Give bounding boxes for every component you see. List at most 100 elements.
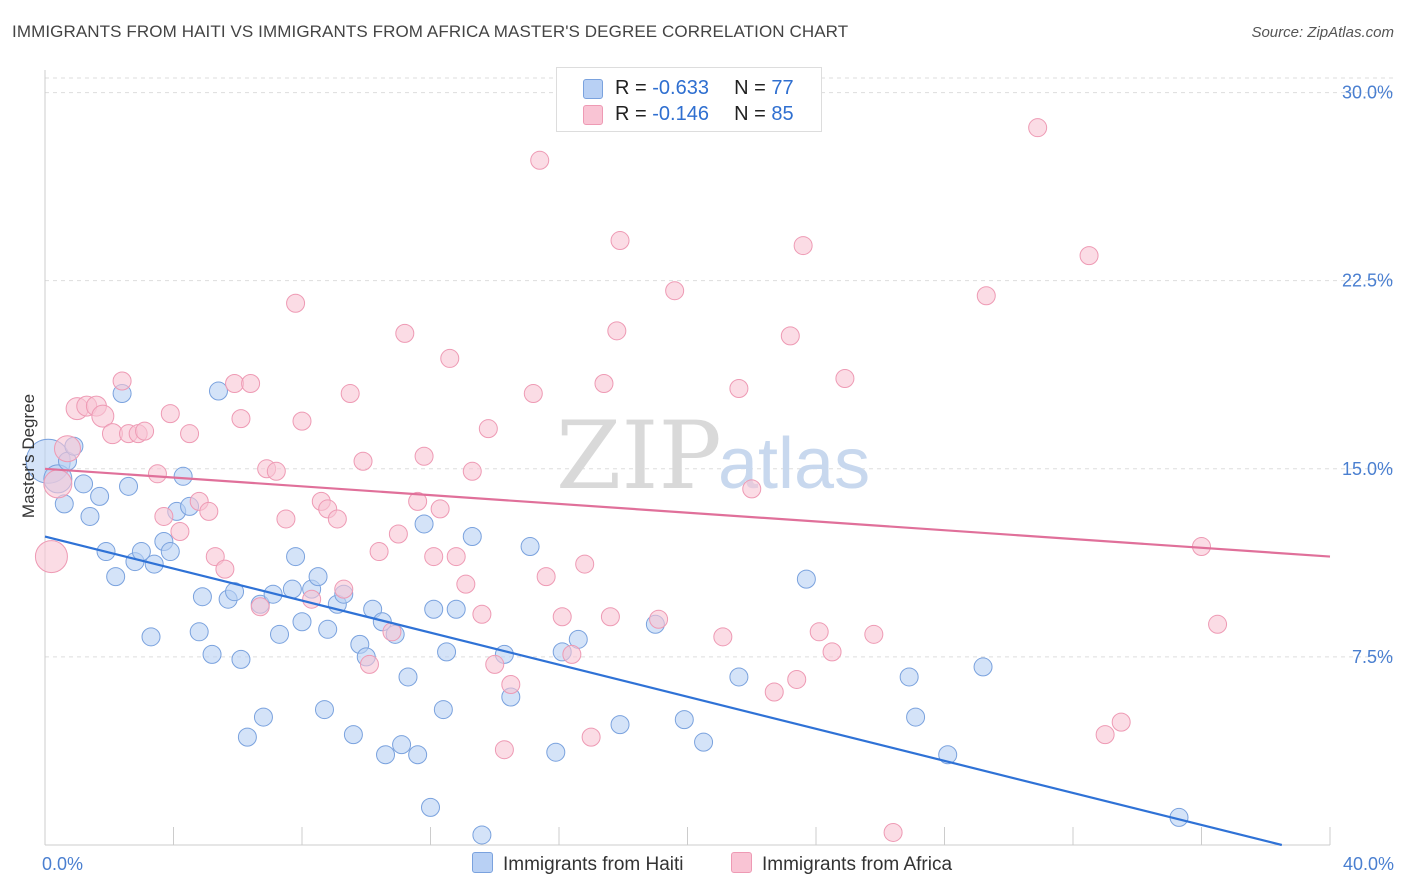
haiti-point-58 <box>462 527 482 547</box>
africa-n-value: 85 <box>771 103 794 125</box>
haiti-n-value: 77 <box>771 77 794 99</box>
haiti-point-56 <box>437 642 457 662</box>
africa-point-28 <box>286 293 306 313</box>
africa-point-58 <box>552 607 572 627</box>
africa-point-83 <box>1095 725 1115 745</box>
africa-point-24 <box>250 597 270 617</box>
y-tick-label-0: 7.5% <box>1352 647 1393 667</box>
africa-point-54 <box>501 674 521 694</box>
africa-r-value: -0.146 <box>652 103 709 125</box>
haiti-point-68 <box>674 710 694 730</box>
haiti-swatch <box>583 79 603 99</box>
africa-point-36 <box>353 451 373 471</box>
haiti-point-24 <box>208 381 228 401</box>
haiti-point-66 <box>610 715 630 735</box>
source-label: Source: ZipAtlas.com <box>1251 24 1394 41</box>
africa-point-26 <box>266 461 286 481</box>
africa-point-45 <box>430 499 450 519</box>
axes <box>44 70 1331 846</box>
africa-point-18 <box>199 501 219 521</box>
haiti-legend-swatch <box>472 852 493 873</box>
haiti-r-value: -0.633 <box>652 77 709 99</box>
africa-point-46 <box>440 348 460 368</box>
africa-point-34 <box>334 579 354 599</box>
africa-point-67 <box>665 281 685 301</box>
haiti-point-19 <box>173 466 193 486</box>
africa-point-73 <box>787 669 807 689</box>
trend-lines <box>44 467 1331 847</box>
haiti-point-17 <box>160 542 180 562</box>
africa-point-2 <box>53 435 81 463</box>
haiti-point-54 <box>421 797 440 817</box>
haiti-point-59 <box>472 825 492 845</box>
africa-point-37 <box>359 654 379 674</box>
africa-point-76 <box>822 642 842 662</box>
watermark: ZIP atlas <box>556 402 870 511</box>
haiti-point-9 <box>106 567 126 587</box>
africa-point-15 <box>170 521 190 541</box>
y-tick-label-2: 22.5% <box>1342 271 1393 291</box>
africa-point-38 <box>369 542 389 562</box>
africa-point-62 <box>594 374 614 394</box>
y-tick-labels: 7.5% 15.0% 22.5% 30.0% <box>1342 83 1393 667</box>
africa-point-49 <box>462 461 482 481</box>
africa-point-81 <box>1028 118 1048 138</box>
legend-item-haiti[interactable]: Immigrants from Haiti <box>472 852 684 876</box>
haiti-point-70 <box>729 667 749 687</box>
haiti-point-27 <box>231 649 251 669</box>
legend-item-africa[interactable]: Immigrants from Africa <box>731 852 952 876</box>
haiti-legend-label: Immigrants from Haiti <box>503 854 684 875</box>
haiti-point-33 <box>282 579 302 599</box>
haiti-point-34 <box>286 547 306 567</box>
haiti-point-57 <box>446 599 466 619</box>
africa-point-27 <box>276 509 296 529</box>
haiti-point-21 <box>189 622 209 642</box>
africa-legend-label: Immigrants from Africa <box>762 854 953 875</box>
africa-point-11 <box>135 421 155 441</box>
haiti-point-49 <box>392 735 412 755</box>
africa-point-13 <box>154 506 174 526</box>
haiti-point-50 <box>398 667 418 687</box>
haiti-point-37 <box>308 567 328 587</box>
africa-swatch <box>583 105 603 125</box>
africa-point-79 <box>883 822 903 842</box>
africa-r-label: R = <box>615 103 653 125</box>
africa-point-68 <box>713 627 733 647</box>
haiti-point-55 <box>433 700 453 720</box>
africa-point-1 <box>43 469 73 499</box>
africa-point-20 <box>215 559 235 579</box>
y-axis-title: Master's Degree <box>19 394 38 518</box>
haiti-point-28 <box>237 727 257 747</box>
africa-point-65 <box>610 231 630 251</box>
africa-point-22 <box>231 409 251 429</box>
x-tick-label-max: 40.0% <box>1343 854 1394 874</box>
haiti-point-23 <box>202 644 222 664</box>
africa-point-6 <box>91 404 115 428</box>
africa-point-78 <box>864 624 884 644</box>
haiti-point-63 <box>546 742 566 762</box>
africa-point-29 <box>292 411 312 431</box>
haiti-point-72 <box>899 667 919 687</box>
haiti-point-11 <box>119 476 139 496</box>
watermark-zip: ZIP <box>556 402 722 511</box>
haiti-point-39 <box>318 619 338 639</box>
africa-point-86 <box>1208 614 1228 634</box>
africa-point-19 <box>205 547 225 567</box>
haiti-point-38 <box>314 700 334 720</box>
africa-point-61 <box>581 727 601 747</box>
africa-n-label: N = <box>734 103 772 125</box>
africa-legend-swatch <box>731 852 752 873</box>
africa-point-40 <box>388 524 408 544</box>
haiti-point-71 <box>796 569 816 589</box>
africa-point-55 <box>523 384 543 404</box>
africa-point-41 <box>395 323 415 343</box>
africa-point-80 <box>976 286 996 306</box>
africa-point-33 <box>327 509 347 529</box>
haiti-point-6 <box>80 506 100 526</box>
haiti-point-42 <box>343 725 363 745</box>
x-tick-label-min: 0.0% <box>42 854 83 874</box>
africa-point-56 <box>530 150 550 170</box>
africa-point-23 <box>241 374 261 394</box>
africa-point-70 <box>742 479 762 499</box>
